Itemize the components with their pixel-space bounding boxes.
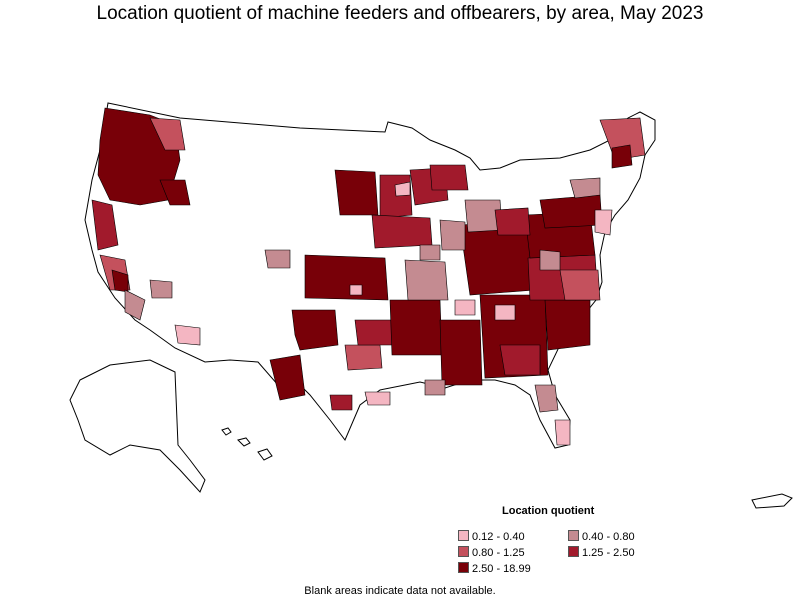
map-region (499, 344, 541, 376)
map-region (569, 177, 601, 199)
map-region (149, 117, 186, 151)
legend-item-4: 2.50 - 18.99 (458, 562, 531, 575)
map-region (439, 219, 466, 251)
map-region (611, 144, 633, 169)
map-region (389, 299, 443, 356)
map-region (454, 299, 476, 316)
legend-item-2: 0.80 - 1.25 (458, 546, 525, 559)
puerto-rico-outline (751, 493, 793, 509)
map-region (539, 249, 561, 271)
alaska-outline (69, 359, 206, 493)
map-region (291, 309, 339, 351)
map-region (371, 214, 433, 249)
map-region (159, 179, 191, 206)
hawaii-islands (221, 427, 273, 461)
legend-swatch-0 (458, 530, 469, 541)
map-region (404, 259, 449, 301)
map-region (344, 344, 383, 371)
legend-item-0: 0.12 - 0.40 (458, 530, 525, 543)
map-regions (91, 107, 646, 446)
map-region (544, 299, 591, 351)
map-region (174, 324, 201, 346)
map-region (91, 199, 119, 251)
map-region (124, 289, 146, 321)
map-region (599, 117, 646, 161)
map-region (379, 174, 413, 219)
legend-swatch-2 (458, 546, 469, 557)
map-region (539, 194, 603, 229)
map-region (394, 181, 411, 197)
map-region (329, 394, 353, 411)
legend-title: Location quotient (502, 505, 595, 517)
map-region (554, 419, 571, 446)
legend-swatch-4 (458, 562, 469, 573)
map-region (334, 169, 379, 216)
map-region (149, 279, 173, 299)
map-region (594, 209, 613, 236)
legend-swatch-1 (568, 530, 579, 541)
map-region (439, 319, 483, 386)
map-region (494, 304, 516, 321)
map-region (269, 354, 306, 401)
legend-item-1: 0.40 - 0.80 (568, 530, 635, 543)
map-region (559, 269, 601, 301)
map-region (534, 384, 559, 413)
map-region (424, 379, 446, 396)
map-title: Location quotient of machine feeders and… (96, 3, 704, 24)
legend-item-3: 1.25 - 2.50 (568, 546, 635, 559)
footnote: Blank areas indicate data not available. (304, 585, 496, 597)
map-region (364, 391, 391, 406)
map-region (304, 254, 389, 301)
map-region (349, 284, 363, 296)
map-region (419, 244, 441, 261)
legend-swatch-3 (568, 546, 579, 557)
map-region (429, 164, 469, 191)
map-region (494, 207, 531, 236)
map-region (264, 249, 291, 269)
